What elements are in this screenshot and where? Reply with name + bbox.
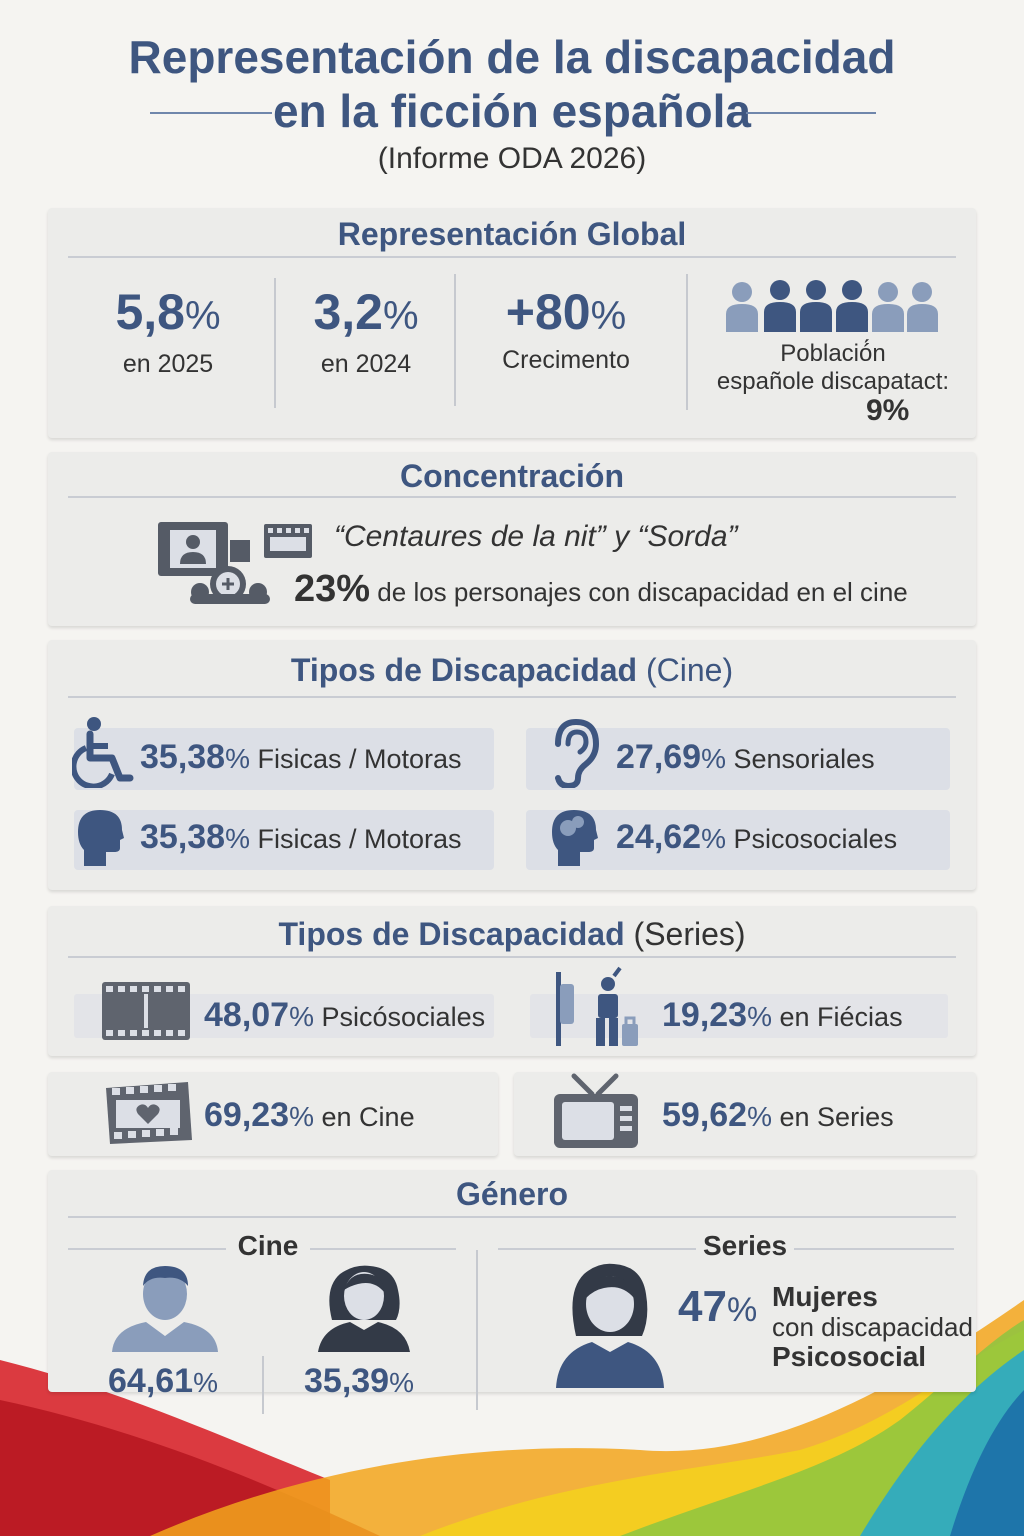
series-types-card: Tipos de Discapacidad (Series) 48,07% Ps… [48,906,976,1056]
platform-cine-card: 69,23% en Cine [48,1072,498,1156]
concentration-card: Concentración “Centaures de la nit” y “S… [48,452,976,626]
television-icon [554,1073,638,1148]
cine-type-sensory-text: 27,69% Sensoriales [616,738,875,776]
divider [454,274,456,406]
title-line-2: en la ficción española [272,85,752,137]
population-line-1: Població́n [780,340,886,367]
cine-type-psychosocial [526,810,950,870]
mobility-person-icon [556,966,638,1046]
gender-card: Género Cine Series 64,61% 35,39% [48,1170,976,1414]
page-subtitle: (Informe ODA 2026) [377,142,647,175]
gender-series-value: 47% [678,1282,758,1331]
cine-types-title-bold: Tipos de Discapacidad [290,652,638,688]
gender-series-line-3: Psicosocial [772,1341,927,1372]
series-rule-right [794,1248,954,1250]
stat-2025: 5,8% en 2025 [78,284,258,379]
cine-type-physical-2-text: 35,38% Fisicas / Motoras [140,818,462,856]
global-title: Representación Global [337,216,687,252]
population-line-2: españole discapatact: [716,368,950,395]
gender-series-line-2: con discapacidad [772,1312,973,1342]
series-types-title-bold: Tipos de Discapacidad [278,916,625,952]
gender-rule [68,1216,956,1218]
gender-series-text: Mujeres con discapacidad Psicosocial [772,1282,973,1372]
platform-cine-text: 69,23% en Cine [204,1096,415,1134]
cine-types-card: Tipos de Discapacidad (Cine) 35,38% Fisi… [48,640,976,890]
stat-2024: 3,2% en 2024 [278,284,454,379]
gender-divider [476,1250,478,1410]
cinema-disability-icon [158,522,312,604]
stat-2025-value: 5,8% [115,284,221,340]
page-title: Representación de la discapacidad en la … [0,30,1024,138]
stat-growth-label: Crecimento [502,346,630,374]
stat-2024-value: 3,2% [313,284,419,340]
global-card: Representación Global 5,8% en 2025 3,2% … [48,208,976,438]
cine-types-rule [68,696,956,698]
platform-series-text: 59,62% en Series [662,1096,894,1134]
cine-type-physical [74,728,494,790]
gender-title: Género [455,1176,569,1212]
divider [274,278,276,408]
series-types-title-light: (Series) [633,916,746,952]
concentration-stat: 23% de los personajes con discapacidad e… [294,568,908,611]
cine-rule-left [68,1248,226,1250]
stat-growth-value: +80% [505,284,627,340]
population-text: Població́n españole discapatact: [708,340,958,396]
series-type-physical-text: 19,23% en Fiécias [662,996,903,1034]
cine-type-psychosocial-text: 24,62% Psicosociales [616,818,898,856]
cine-type-physical-2 [74,810,494,870]
gender-cine-divider [262,1356,264,1414]
gender-cine-male: 64,61% [108,1362,218,1400]
gender-series-line-1: Mujeres [772,1281,878,1312]
head-profile-icon [78,810,124,866]
stat-2024-label: en 2024 [320,350,412,378]
global-rule [68,256,956,258]
gender-cine-label: Cine [237,1230,299,1261]
cine-type-physical-text: 35,38% Fisicas / Motoras [140,738,462,776]
concentration-text: de los personajes con discapacidad en el… [377,577,908,607]
platform-series-card: 59,62% en Series [514,1072,976,1156]
ear-icon [555,718,600,788]
cine-types-title-light: (Cine) [645,652,734,688]
title-rule-left [150,112,272,114]
series-type-psychosocial-text: 48,07% Psicósociales [204,996,486,1034]
concentration-rule [68,496,956,498]
series-rule-left [498,1248,696,1250]
concentration-value: 23% [294,568,371,610]
divider [686,274,688,410]
series-types-title: Tipos de Discapacidad (Series) [48,916,976,953]
concentration-title: Concentración [399,458,625,494]
people-group-icon [726,280,938,332]
mind-profile-icon [552,810,598,866]
male-avatar-icon [112,1266,218,1352]
cine-rule-right [310,1248,456,1250]
stat-2025-label: en 2025 [122,350,214,378]
film-strip-icon [102,982,190,1040]
cine-types-title: Tipos de Discapacidad (Cine) [48,652,976,689]
population-value: 9% [866,394,910,427]
gender-cine-female: 35,39% [304,1362,414,1400]
title-rule-right [746,112,876,114]
stat-growth: +80% Crecimento [468,284,664,375]
concentration-films: “Centaures de la nit” y “Sorda” [334,520,738,553]
gender-series-label: Series [702,1230,788,1261]
title-line-1: Representación de la discapacidad [128,31,896,83]
female-avatar-icon [318,1265,410,1352]
female-series-avatar-icon [556,1263,664,1388]
film-heart-icon [106,1082,192,1144]
series-types-rule [68,956,956,958]
wheelchair-icon [72,717,134,788]
